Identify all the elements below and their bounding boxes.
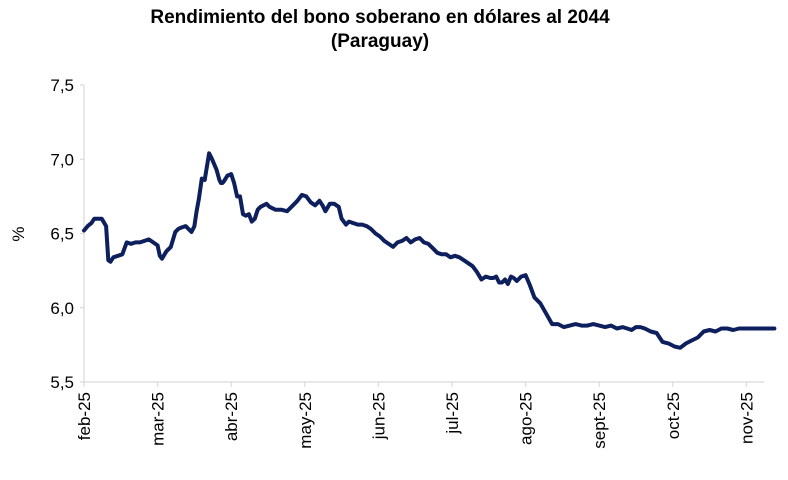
x-tick-label: jun-25 [369,392,388,440]
axes [83,85,764,383]
x-tick-label: jul-25 [443,392,462,435]
x-tick-label: feb-25 [75,392,94,440]
x-tick-label: mar-25 [149,392,168,446]
y-axis-title: % [9,226,28,241]
x-tick-label: oct-25 [664,392,683,439]
y-tick-label: 7,0 [50,150,74,169]
chart-title-line-2: (Paraguay) [330,31,430,52]
x-tick-label: abr-25 [222,392,241,441]
series-line-rendimiento [82,151,777,350]
y-ticks: 7,5 7,0 6,5 6,0 5,5 [50,76,84,392]
x-ticks: feb-25 mar-25 abr-25 may-25 jun-25 jul-25 ago-… [75,382,756,449]
x-tick-label: may-25 [296,392,315,449]
series-group [82,151,777,350]
y-tick-label: 7,5 [50,76,74,95]
y-tick-label: 6,0 [50,299,74,318]
y-tick-label: 5,5 [50,373,74,392]
x-tick-label: ago-25 [517,392,536,445]
x-tick-label: sept-25 [590,392,609,449]
x-tick-label: nov-25 [737,392,756,444]
y-tick-label: 6,5 [50,225,74,244]
chart-title: Rendimiento del bono soberano en dólares… [0,6,760,54]
chart-title-line-1: Rendimiento del bono soberano en dólares… [150,7,610,28]
